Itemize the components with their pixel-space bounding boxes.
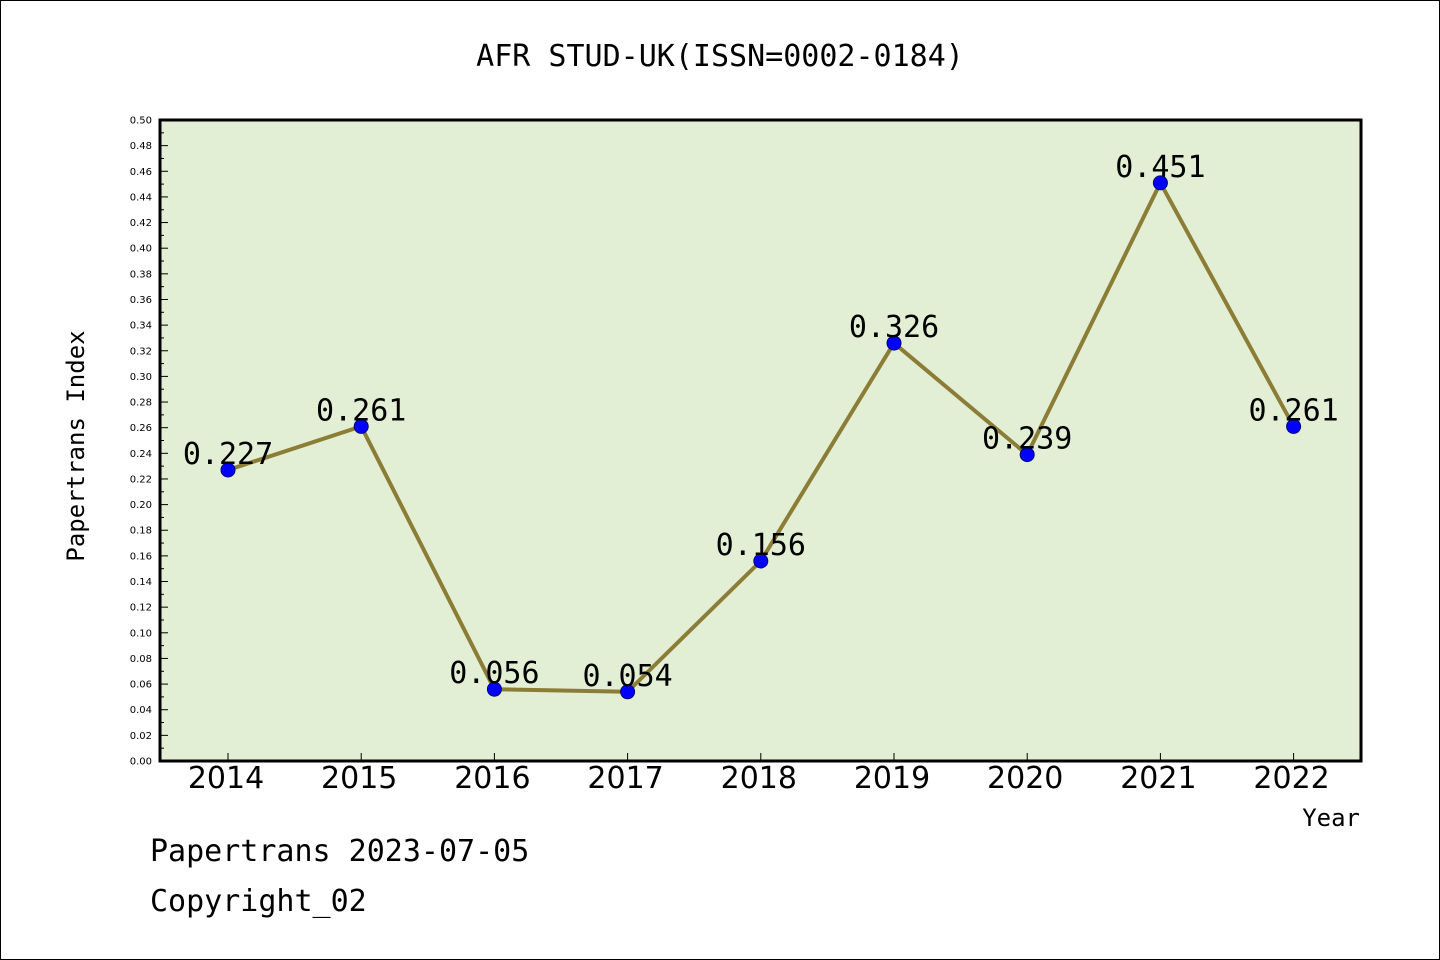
data-point bbox=[1152, 175, 1168, 191]
y-tick-label: 0.26 bbox=[130, 423, 152, 434]
y-tick-label: 0.02 bbox=[130, 731, 152, 742]
y-tick-label: 0.38 bbox=[130, 269, 152, 280]
y-tick-label: 0.12 bbox=[130, 603, 152, 614]
x-tick-label: 2016 bbox=[454, 761, 530, 796]
data-point bbox=[1286, 418, 1302, 434]
y-tick-label: 0.14 bbox=[130, 577, 152, 588]
y-tick-label: 0.28 bbox=[130, 398, 152, 409]
y-tick-label: 0.06 bbox=[130, 680, 152, 691]
x-tick-label: 2015 bbox=[321, 761, 397, 796]
data-point bbox=[620, 684, 636, 700]
data-label: 0.451 bbox=[1115, 150, 1205, 185]
y-tick-label: 0.10 bbox=[130, 628, 152, 639]
x-tick-label: 2020 bbox=[987, 761, 1063, 796]
data-labels: 0.227 0.261 0.056 0.054 0.156 0.326 0.239 0.451… bbox=[183, 150, 1339, 694]
data-point bbox=[753, 553, 769, 569]
series-markers bbox=[220, 175, 1302, 700]
data-label: 0.261 bbox=[316, 393, 406, 428]
y-tick-label: 0.20 bbox=[130, 500, 152, 511]
y-tick-label: 0.08 bbox=[130, 654, 152, 665]
data-label: 0.056 bbox=[449, 656, 539, 691]
chart-title: AFR STUD-UK(ISSN=0002-0184) bbox=[476, 39, 964, 74]
x-tick-label: 2019 bbox=[854, 761, 930, 796]
y-tick-label: 0.04 bbox=[130, 705, 152, 716]
plot-area bbox=[158, 118, 1363, 763]
y-axis-label: Papertrans Index bbox=[62, 330, 90, 561]
footer-copyright: Copyright_02 bbox=[150, 884, 367, 919]
data-point bbox=[486, 681, 502, 697]
y-axis: 0.00 0.02 0.04 0.06 0.08 0.10 0.12 0.14 0.16 0.18… bbox=[130, 116, 168, 768]
x-tick-label: 2014 bbox=[188, 761, 264, 796]
y-tick-label: 0.50 bbox=[130, 116, 152, 127]
data-label: 0.239 bbox=[982, 422, 1072, 457]
y-tick-label: 0.44 bbox=[130, 192, 152, 203]
y-tick-label: 0.30 bbox=[130, 372, 152, 383]
data-label: 0.054 bbox=[582, 659, 672, 694]
data-point bbox=[353, 418, 369, 434]
y-tick-label: 0.46 bbox=[130, 167, 152, 178]
data-point bbox=[220, 462, 236, 478]
y-tick-label: 0.24 bbox=[130, 449, 152, 460]
x-axis: 2014 2015 2016 2017 2018 2019 2020 2021 2022 bbox=[188, 753, 1330, 796]
y-tick-label: 0.22 bbox=[130, 474, 152, 485]
data-label: 0.261 bbox=[1248, 393, 1338, 428]
data-label: 0.156 bbox=[716, 528, 806, 563]
y-tick-label: 0.00 bbox=[130, 757, 152, 768]
x-tick-label: 2022 bbox=[1253, 761, 1329, 796]
y-tick-label: 0.32 bbox=[130, 346, 152, 357]
y-tick-label: 0.48 bbox=[130, 141, 152, 152]
x-tick-label: 2021 bbox=[1120, 761, 1196, 796]
data-point bbox=[1019, 447, 1035, 463]
data-point bbox=[886, 335, 902, 351]
data-label: 0.326 bbox=[849, 310, 939, 345]
footer-date: Papertrans 2023-07-05 bbox=[150, 834, 530, 869]
y-tick-label: 0.42 bbox=[130, 218, 152, 229]
x-tick-label: 2018 bbox=[721, 761, 797, 796]
data-label: 0.227 bbox=[183, 437, 273, 472]
y-tick-label: 0.18 bbox=[130, 526, 152, 537]
y-tick-label: 0.34 bbox=[130, 321, 152, 332]
y-tick-label: 0.40 bbox=[130, 244, 152, 255]
y-tick-label: 0.16 bbox=[130, 551, 152, 562]
x-tick-label: 2017 bbox=[587, 761, 663, 796]
x-axis-label: Year bbox=[1302, 804, 1360, 832]
y-tick-label: 0.36 bbox=[130, 295, 152, 306]
